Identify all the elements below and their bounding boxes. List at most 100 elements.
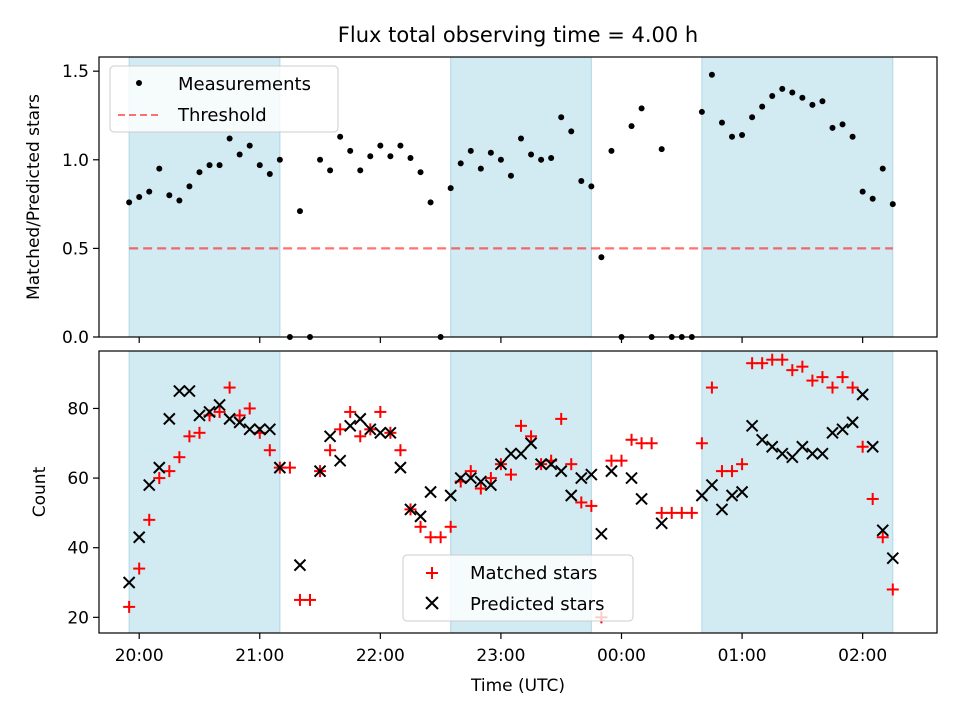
matched-star-point [143, 513, 156, 526]
predicted-star-point [735, 485, 749, 499]
matched-star-point [504, 468, 517, 481]
matched-star-point [605, 454, 618, 467]
predicted-star-point [203, 405, 216, 419]
matched-star-point [163, 465, 176, 478]
matched-star-point [645, 437, 658, 450]
y-tick-label: 1.0 [62, 151, 89, 171]
matched-star-point [444, 520, 457, 533]
shaded-interval-bottom-1 [128, 350, 281, 634]
matched-star-point [293, 593, 306, 606]
measurement-point [216, 162, 223, 169]
measurement-point [487, 149, 494, 156]
predicted-star-point [333, 454, 347, 467]
predicted-star-point [806, 447, 819, 460]
predicted-star-point [374, 426, 387, 440]
measurement-point [749, 114, 756, 121]
predicted-star-point [524, 437, 538, 450]
bottom-legend-box [402, 554, 634, 622]
predicted-star-point [846, 416, 859, 429]
predicted-star-point [132, 531, 146, 544]
predicted-star-point [464, 471, 477, 485]
predicted-star-point [856, 388, 869, 401]
measurement-point [296, 208, 303, 215]
matched-star-point [525, 430, 538, 443]
matched-star-point [886, 583, 899, 596]
measurement-point [779, 85, 786, 92]
measurement-point [457, 160, 464, 167]
matched-star-point [213, 405, 226, 418]
predicted-star-point [293, 558, 307, 572]
predicted-star-point [263, 423, 277, 436]
measurement-point [548, 155, 555, 162]
measurement-point [759, 103, 766, 110]
measurement-point [718, 119, 725, 126]
predicted-star-point [243, 423, 256, 436]
measurement-point [387, 153, 394, 160]
matched-star-point [153, 472, 166, 485]
predicted-star-point [786, 450, 799, 464]
x-tick-label: 01:00 [718, 646, 767, 666]
chart-title: Flux total observing time = 4.00 h [338, 23, 698, 47]
shaded-interval-top-2 [450, 56, 592, 338]
measurement-point [518, 135, 525, 142]
matched-star-point [133, 562, 146, 575]
matched-star-point [354, 430, 367, 443]
measurement-point [447, 185, 454, 192]
matched-star-point [615, 454, 628, 467]
matched-star-point [193, 426, 206, 439]
matched-star-point [705, 381, 718, 394]
predicted-star-point [273, 461, 287, 474]
measurement-point [588, 183, 595, 190]
predicted-star-point [414, 510, 427, 523]
matched-star-point [746, 357, 759, 370]
measurement-point [819, 98, 826, 105]
measurement-point [397, 142, 404, 149]
matched-star-point [344, 405, 357, 418]
predicted-star-point [143, 478, 156, 492]
matched-star-point [736, 458, 749, 471]
top-plot-frame [98, 56, 938, 338]
predicted-star-point [364, 423, 377, 436]
predicted-star-point [866, 440, 879, 453]
matched-star-point [585, 499, 598, 512]
measurement-point [156, 165, 163, 172]
matched-star-point [183, 430, 196, 443]
measurement-point [166, 192, 173, 199]
y-tick-label: 40 [67, 539, 89, 559]
measurement-point [608, 147, 615, 154]
matched-star-point [715, 465, 728, 478]
matched-star-point [424, 531, 437, 544]
matched-star-point [806, 374, 819, 387]
y-tick-label: 0.5 [62, 239, 89, 259]
matched-star-point [173, 451, 186, 464]
matched-star-point [665, 506, 678, 519]
matched-star-point [776, 353, 789, 366]
predicted-star-point [725, 489, 739, 502]
matched-star-point [304, 593, 317, 606]
legend-predicted-label: Predicted stars [470, 594, 604, 615]
matched-star-point [856, 440, 869, 453]
matched-star-point [414, 520, 427, 533]
predicted-star-point [585, 468, 598, 481]
predicted-star-point [213, 398, 226, 412]
matched-star-point [635, 437, 648, 450]
predicted-star-point [816, 447, 829, 460]
measurement-point [126, 199, 133, 206]
predicted-star-point [384, 426, 397, 440]
y-tick-label: 20 [67, 608, 89, 628]
measurement-point [708, 71, 715, 78]
x-tick-label: 02:00 [838, 646, 887, 666]
matched-star-point [223, 381, 236, 394]
measurement-point [739, 131, 746, 138]
predicted-star-point [695, 489, 709, 502]
predicted-stars-series [122, 384, 899, 589]
measurement-point [568, 128, 575, 135]
predicted-star-point [876, 524, 889, 537]
matched-star-point [846, 381, 859, 394]
predicted-star-point [454, 471, 467, 485]
predicted-star-point [444, 489, 457, 502]
matched-star-point [374, 405, 387, 418]
matched-star-point [655, 506, 668, 519]
measurement-point [206, 162, 213, 169]
matched-star-point [726, 465, 739, 478]
